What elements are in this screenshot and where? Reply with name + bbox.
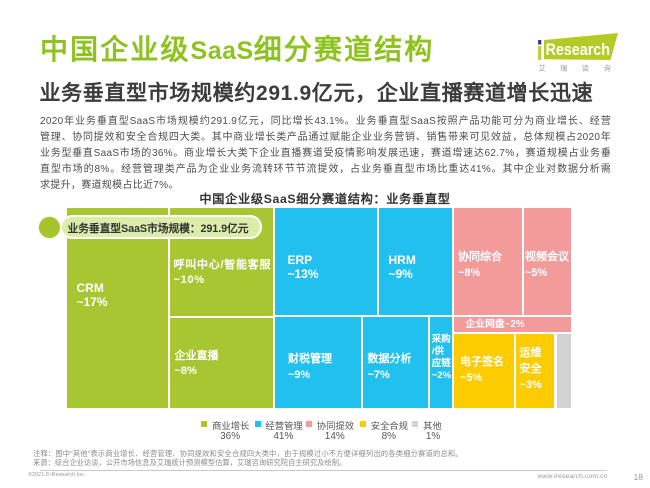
svg-text:Research: Research <box>546 41 611 59</box>
svg-text:艾瑞咨询: 艾瑞咨询 <box>539 64 626 73</box>
